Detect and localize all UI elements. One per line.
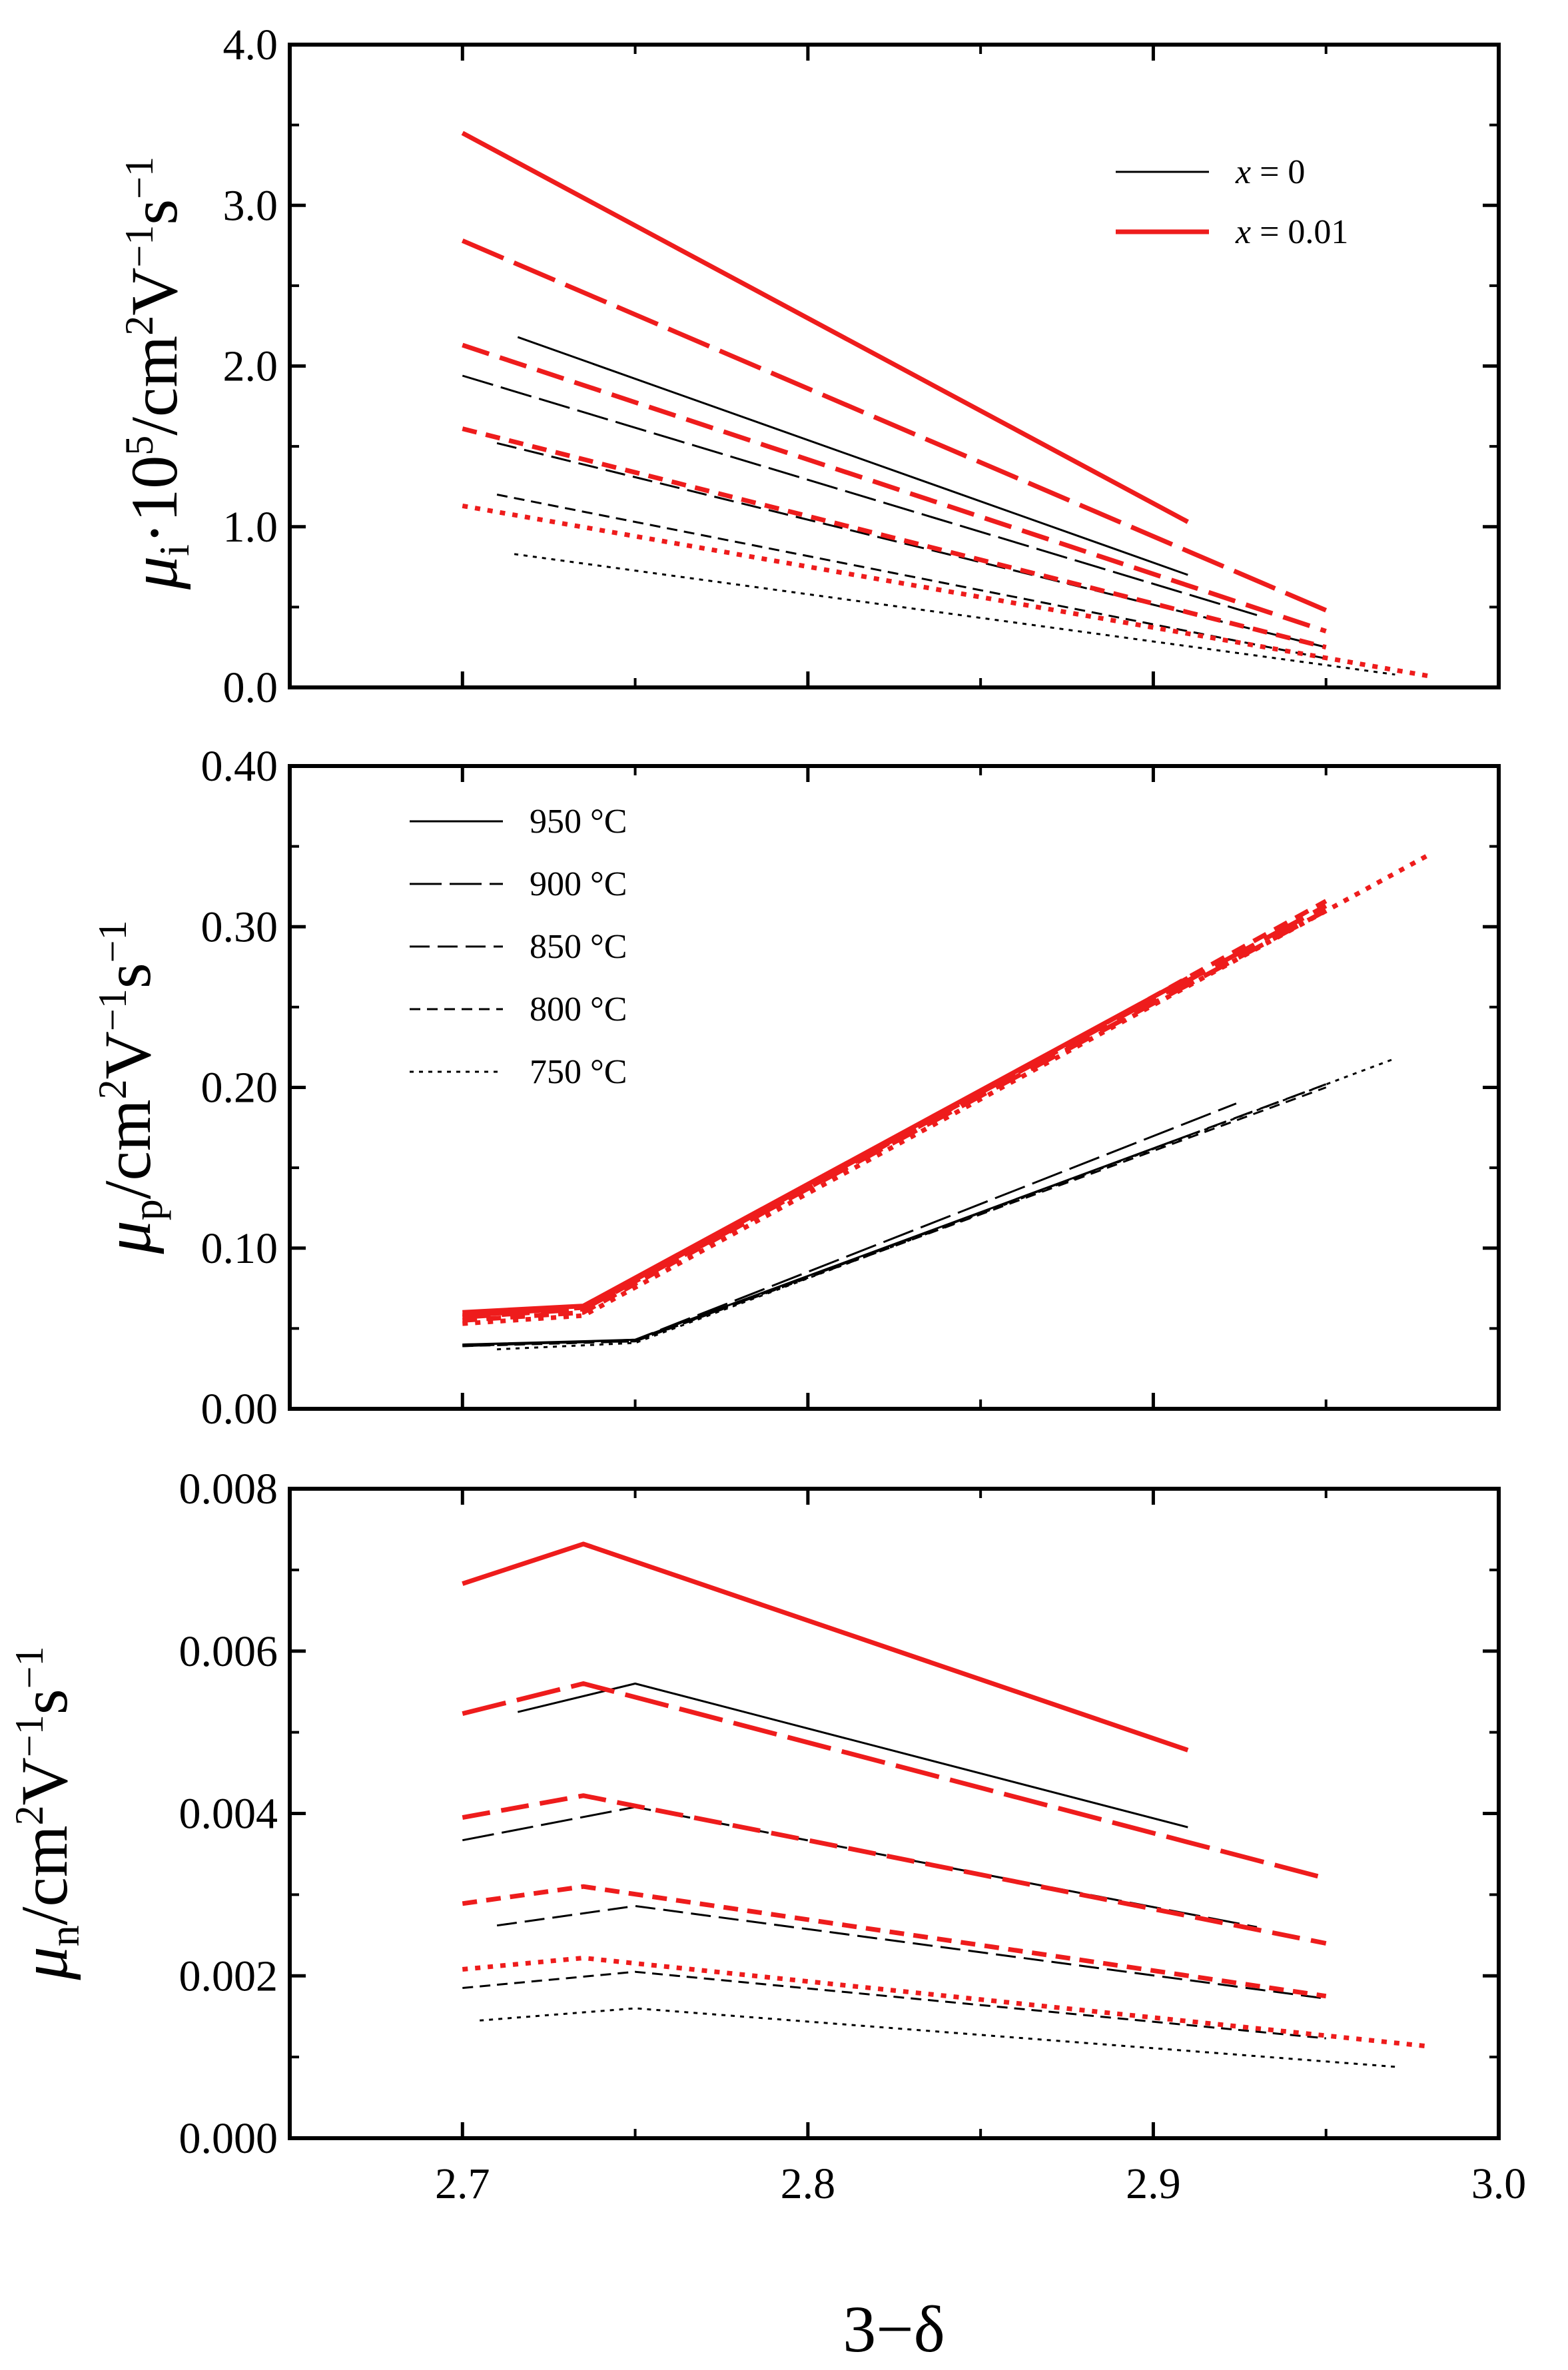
y-tick-label-mu_i-3: 3.0 [223,181,278,230]
series-line-mu_i-1 [462,374,1258,616]
y-tick-label-mu_n-0: 0.000 [179,2114,278,2163]
y-axis-title-mu-i: μi·105/cm2V−1s−1 [117,157,198,590]
series-line-mu_p-9 [462,852,1431,1326]
legend-label-x001: x = 0.01 [1235,213,1348,251]
y-tick-label-mu_p-4: 0.40 [201,742,278,791]
y-ticks-mu-i: 0.0 1.0 2.0 3.0 4.0 [223,21,1501,712]
y-tick-label-mu_p-3: 0.30 [201,903,278,951]
y-tick-label-mu_n-2: 0.004 [179,1790,278,1838]
x-tick-label-2: 2.9 [1126,2160,1181,2208]
y-ticks-mu-n: 0.000 0.002 0.004 0.006 0.008 [179,1465,1501,2163]
series-line-mu_p-4 [497,1057,1395,1351]
series-line-mu_n-5 [462,1541,1189,1753]
plot-frame-mu-n [288,1487,1501,2140]
series-line-mu_i-3 [496,494,1326,660]
series-layer-mu-p [462,852,1431,1351]
series-line-mu_i-7 [462,342,1327,633]
y-tick-label-mu_i-0: 0.0 [223,663,278,712]
legend-temperature: 950 °C 900 °C 850 °C 800 °C 750 °C [410,803,627,1091]
series-line-mu_i-2 [496,442,1327,649]
series-line-mu_i-0 [517,336,1188,576]
y-tick-label-mu_p-1: 0.10 [201,1224,278,1273]
legend-label-x0: x = 0 [1235,153,1305,191]
series-line-mu_n-2 [496,1904,1326,2000]
y-axis-title-mu-p: μp/cm2V−1s−1 [91,921,171,1255]
series-layer-mu-i [461,131,1430,679]
x-tick-label-3: 3.0 [1471,2160,1527,2208]
legend-label-750: 750 °C [530,1053,627,1091]
legend-composition: x = 0 x = 0.01 [1116,153,1348,251]
y-tick-label-mu_i-4: 4.0 [223,21,278,69]
x-tick-label-1: 2.8 [781,2160,836,2208]
y-tick-label-mu_n-4: 0.008 [179,1465,278,1513]
series-line-mu_i-6 [461,238,1328,613]
legend-label-850: 850 °C [530,928,627,966]
series-line-mu_p-3 [462,1086,1327,1348]
legend-entry-950: 950 °C [410,803,627,841]
series-line-mu_p-6 [462,903,1328,1318]
y-tick-label-mu_n-3: 0.006 [179,1627,278,1676]
panel-mu-n: 0.000 0.002 0.004 0.006 0.008 μn/cm2V−1s−1 2… [7,1465,1526,2208]
series-layer-mu-n [462,1541,1430,2068]
x-axis-title: 3−δ [843,2292,945,2366]
y-tick-label-mu_i-1: 1.0 [223,503,278,552]
y-ticks-mu-p: 0.00 0.10 0.20 0.30 0.40 [201,742,1501,1433]
legend-entry-x0: x = 0 [1116,153,1305,191]
y-tick-label-mu_p-0: 0.00 [201,1385,278,1433]
series-line-mu_n-8 [462,1884,1327,1999]
series-line-mu_p-2 [462,1083,1327,1346]
x-tick-label-0: 2.7 [435,2160,490,2208]
y-tick-label-mu_i-2: 2.0 [223,342,278,391]
y-tick-label-mu_n-1: 0.002 [179,1952,278,2000]
series-line-mu_n-4 [480,2007,1395,2068]
series-line-mu_n-9 [462,1955,1430,2049]
legend-entry-850: 850 °C [410,928,627,966]
legend-entry-800: 800 °C [410,990,627,1028]
legend-label-800: 800 °C [530,990,627,1028]
legend-label-900: 900 °C [530,865,627,903]
series-line-mu_n-6 [462,1681,1327,1881]
panel-mu-i: 0.0 1.0 2.0 3.0 4.0 μi·105/cm2V−1s−1 x = 0 x… [117,21,1501,712]
series-line-mu_i-5 [461,131,1189,524]
series-line-mu_p-8 [462,899,1328,1323]
legend-entry-x001: x = 0.01 [1116,213,1348,251]
x-ticks: 2.7 2.8 2.9 3.0 [435,2160,1526,2208]
y-tick-label-mu_p-2: 0.20 [201,1064,278,1112]
panel-mu-p: 0.00 0.10 0.20 0.30 0.40 μp/cm2V−1s−1 950 °C… [91,742,1501,1433]
series-line-mu_n-1 [462,1806,1258,1928]
legend-entry-900: 900 °C [410,865,627,903]
y-axis-title-mu-n: μn/cm2V−1s−1 [7,1647,88,1981]
legend-entry-750: 750 °C [410,1053,627,1091]
series-line-mu_n-0 [517,1683,1188,1828]
series-line-mu_n-7 [462,1793,1327,1946]
series-line-mu_i-8 [462,426,1327,650]
series-line-mu_i-4 [514,553,1395,676]
legend-label-950: 950 °C [530,803,627,841]
series-line-mu_n-3 [462,1970,1326,2040]
